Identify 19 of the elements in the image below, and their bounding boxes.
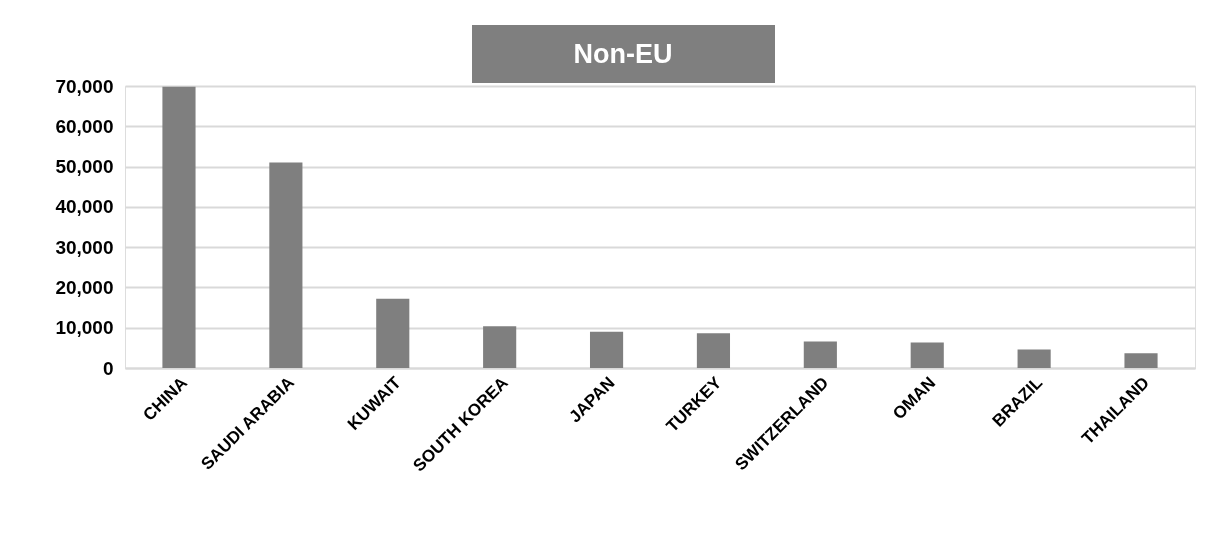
bar	[162, 86, 196, 368]
bar	[589, 331, 624, 368]
bar	[269, 162, 303, 368]
bar	[483, 326, 517, 368]
y-tick-label: 0	[102, 357, 114, 379]
bar	[696, 333, 731, 368]
y-tick-label: 20,000	[55, 276, 114, 298]
y-tick-label: 30,000	[55, 236, 114, 258]
y-tick-label: 70,000	[55, 75, 114, 97]
y-tick-label: 60,000	[55, 115, 114, 137]
y-tick-label: 40,000	[55, 196, 114, 218]
y-tick-label: 10,000	[55, 317, 114, 339]
y-tick-label: 50,000	[55, 156, 114, 178]
bar	[803, 341, 837, 368]
bar	[1124, 353, 1158, 368]
chart-title: Non-EU	[573, 39, 673, 69]
bar	[1017, 349, 1051, 368]
bar	[910, 342, 944, 368]
bar	[376, 298, 410, 368]
